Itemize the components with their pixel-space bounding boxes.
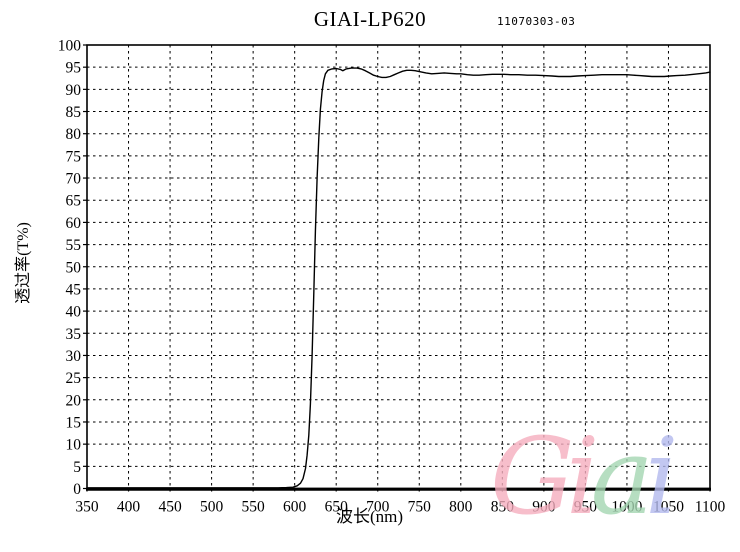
y-tick-label: 10 <box>66 437 82 454</box>
y-tick-label: 35 <box>66 326 82 343</box>
y-tick-label: 90 <box>66 82 82 99</box>
y-tick-label: 85 <box>66 104 82 121</box>
y-tick-label: 80 <box>66 126 82 143</box>
y-tick-label: 55 <box>66 237 82 254</box>
y-tick-label: 95 <box>66 60 82 77</box>
transmission-curve <box>86 67 711 489</box>
y-tick-label: 65 <box>66 193 82 210</box>
x-tick-label: 400 <box>117 499 141 516</box>
x-tick-label: 550 <box>242 499 266 516</box>
x-tick-label: 1000 <box>611 499 642 516</box>
y-tick-label: 25 <box>66 370 82 387</box>
lot-number: 11070303-03 <box>497 15 576 28</box>
x-tick-label: 1050 <box>653 499 684 516</box>
y-tick-label: 60 <box>66 215 82 232</box>
y-tick-label: 75 <box>66 148 82 165</box>
y-axis-title: 透过率(T%) <box>15 222 32 304</box>
x-tick-label: 850 <box>491 499 515 516</box>
x-tick-label: 700 <box>366 499 390 516</box>
y-tick-label: 5 <box>73 459 81 476</box>
x-tick-label: 450 <box>158 499 182 516</box>
y-tick-label: 30 <box>66 348 82 365</box>
y-tick-label: 70 <box>66 171 82 188</box>
y-tick-label: 0 <box>73 481 81 498</box>
y-tick-label: 45 <box>66 281 82 298</box>
x-tick-label: 800 <box>449 499 473 516</box>
y-tick-label: 50 <box>66 259 82 276</box>
x-tick-label: 950 <box>574 499 598 516</box>
x-tick-label: 500 <box>200 499 224 516</box>
x-axis-title: 波长(nm) <box>336 507 404 526</box>
y-tick-label: 100 <box>58 38 82 55</box>
y-tick-label: 15 <box>66 414 82 431</box>
x-tick-label: 650 <box>325 499 349 516</box>
x-tick-label: 900 <box>532 499 556 516</box>
x-tick-label: 350 <box>75 499 99 516</box>
y-tick-label: 20 <box>66 392 82 409</box>
y-tick-label: 40 <box>66 304 82 321</box>
x-tick-label: 1100 <box>695 499 726 516</box>
x-tick-label: 750 <box>408 499 432 516</box>
x-tick-label: 600 <box>283 499 307 516</box>
chart-title: GIAI-LP620 <box>313 7 427 31</box>
